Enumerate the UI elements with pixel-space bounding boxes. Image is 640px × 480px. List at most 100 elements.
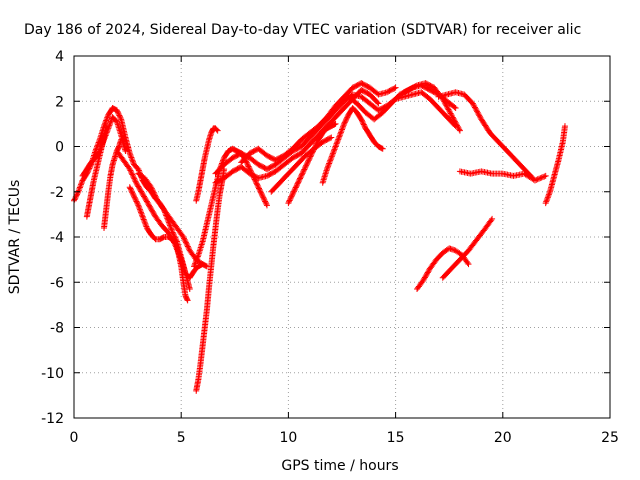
data-marks xyxy=(71,80,568,394)
data-point xyxy=(105,209,107,211)
data-point xyxy=(116,120,118,123)
data-point xyxy=(227,150,230,152)
data-point xyxy=(210,132,213,134)
data-point xyxy=(210,265,213,268)
data-point xyxy=(266,204,268,207)
data-point xyxy=(212,127,215,130)
series-arc-22 xyxy=(414,245,472,293)
data-point xyxy=(206,308,208,311)
data-point xyxy=(291,193,294,195)
data-point xyxy=(454,107,457,109)
data-point xyxy=(167,231,170,234)
data-point xyxy=(150,233,152,236)
data-point xyxy=(459,129,461,132)
series-arc-9 xyxy=(191,145,270,270)
data-point xyxy=(212,245,215,247)
data-point xyxy=(334,116,337,118)
data-point xyxy=(197,190,200,193)
series-arc-4 xyxy=(101,136,125,231)
x-axis-label: GPS time / hours xyxy=(281,458,398,474)
data-point xyxy=(356,111,358,114)
data-point xyxy=(86,168,88,170)
data-point xyxy=(459,258,461,261)
data-point xyxy=(454,91,457,93)
data-point xyxy=(381,147,384,150)
data-point xyxy=(450,114,453,116)
data-point xyxy=(403,95,405,98)
series-arc-13 xyxy=(238,80,399,166)
data-point xyxy=(369,93,371,96)
data-point xyxy=(279,181,281,184)
series-arc-20 xyxy=(456,168,549,184)
data-point xyxy=(184,272,187,275)
data-point xyxy=(360,118,363,121)
data-point xyxy=(249,172,251,175)
data-point xyxy=(304,166,307,168)
data-point xyxy=(203,326,206,329)
data-point xyxy=(240,161,243,164)
data-point xyxy=(90,193,92,195)
data-point xyxy=(463,93,466,96)
data-point xyxy=(339,134,341,136)
data-point xyxy=(283,163,285,166)
data-point xyxy=(502,172,504,175)
data-point xyxy=(377,145,380,148)
data-point xyxy=(98,138,101,141)
data-point xyxy=(377,93,380,96)
data-point xyxy=(429,267,431,270)
series-markers xyxy=(193,166,228,394)
data-point xyxy=(429,89,431,91)
data-point xyxy=(351,86,354,89)
data-point xyxy=(317,138,320,141)
data-point xyxy=(437,107,440,109)
series-markers xyxy=(542,123,568,207)
y-tick-label: 4 xyxy=(55,49,64,65)
data-point xyxy=(274,163,277,166)
data-point xyxy=(249,168,251,170)
data-point xyxy=(351,107,354,109)
data-point xyxy=(334,123,337,125)
data-point xyxy=(135,181,137,184)
data-point xyxy=(208,285,210,288)
data-point xyxy=(231,147,234,150)
data-point xyxy=(236,150,238,152)
data-point xyxy=(201,263,204,265)
data-point xyxy=(489,132,491,134)
data-point xyxy=(497,141,500,143)
data-point xyxy=(94,172,97,175)
data-point xyxy=(291,147,294,150)
data-point xyxy=(86,215,88,218)
data-point xyxy=(330,136,333,139)
data-point xyxy=(92,181,95,184)
data-point xyxy=(199,362,202,365)
data-point xyxy=(199,179,202,182)
data-point xyxy=(186,299,189,302)
data-point xyxy=(240,166,243,168)
data-point xyxy=(218,193,221,195)
data-point xyxy=(81,175,84,177)
data-point xyxy=(343,95,345,98)
data-point xyxy=(369,134,371,136)
series-arc-12 xyxy=(212,86,382,186)
data-point xyxy=(369,86,371,89)
data-point xyxy=(94,150,97,152)
data-point xyxy=(523,172,526,175)
data-point xyxy=(124,150,127,152)
data-point xyxy=(188,249,191,252)
data-point xyxy=(313,147,315,150)
data-point xyxy=(347,95,350,98)
data-point xyxy=(420,91,423,93)
data-point xyxy=(133,163,135,166)
data-point xyxy=(476,238,478,241)
data-point xyxy=(334,145,337,148)
data-point xyxy=(480,170,483,173)
y-tick-label: -8 xyxy=(50,321,64,337)
data-point xyxy=(167,236,170,238)
data-point xyxy=(360,89,363,91)
data-point xyxy=(266,154,268,157)
data-point xyxy=(534,179,536,182)
data-point xyxy=(197,378,200,381)
x-tick-label: 0 xyxy=(70,430,79,446)
series-arc-8 xyxy=(193,166,228,394)
data-point xyxy=(347,114,350,116)
